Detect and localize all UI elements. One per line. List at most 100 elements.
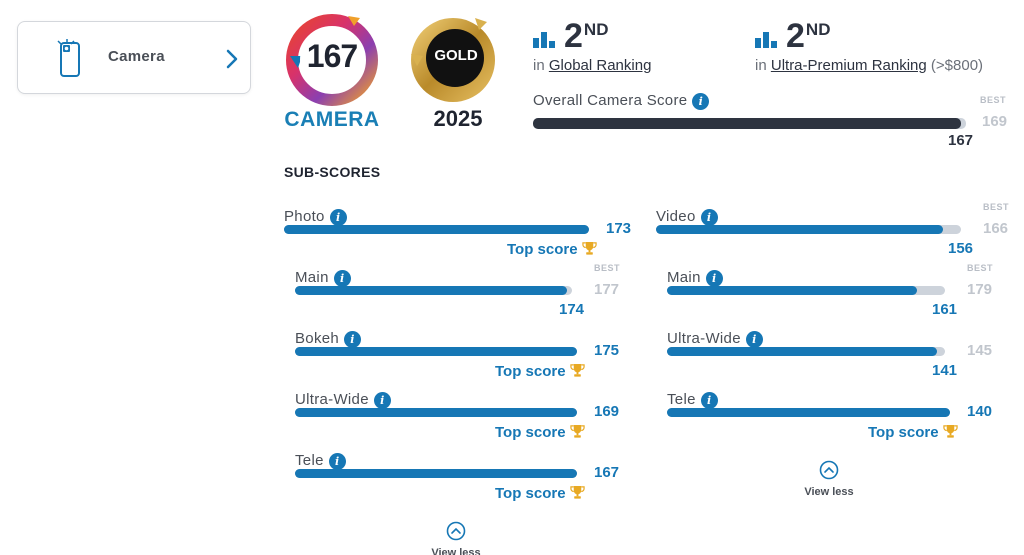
top-score-label: Top score <box>868 424 939 441</box>
gold-medal-icon <box>411 18 495 102</box>
global-rank-prefix: in <box>533 57 545 74</box>
photo-bokeh-bar-fill <box>295 347 577 356</box>
photo-tele-top-score: Top score <box>495 485 585 502</box>
video-main-best-value: 179 <box>967 281 993 298</box>
overall-best-value: 169 <box>982 113 1008 130</box>
premium-rank-number: 2 <box>786 17 805 55</box>
global-rank-subtitle: in Global Ranking <box>533 57 651 74</box>
video-tele-label: Tele i <box>667 391 718 409</box>
premium-rank-suffix: ND <box>805 20 831 39</box>
premium-rank-prefix: in <box>755 57 767 74</box>
chevron-up-circle-icon <box>446 521 466 541</box>
photo-top-score: Top score <box>507 241 597 258</box>
sub-scores-title: SUB-SCORES <box>284 164 381 180</box>
overall-score-label: Overall Camera Score i <box>533 92 710 110</box>
medal-year: 2025 <box>433 106 483 131</box>
video-best-label: BEST <box>983 202 1010 212</box>
video-ultra-wide-label-text: Ultra-Wide <box>667 330 741 347</box>
info-icon[interactable]: i <box>333 269 351 287</box>
photo-ultra-wide-label: Ultra-Wide i <box>295 391 391 409</box>
badge-score: 167 <box>306 38 358 74</box>
video-main-best-label: BEST <box>967 263 994 273</box>
photo-bokeh-label-text: Bokeh <box>295 330 340 347</box>
top-score-label: Top score <box>495 424 566 441</box>
photo-main-best-label: BEST <box>594 263 621 273</box>
video-main-bar <box>667 286 945 295</box>
video-ultra-wide-bar-fill <box>667 347 938 356</box>
info-icon[interactable]: i <box>745 330 763 348</box>
overall-best-label: BEST <box>980 95 1007 105</box>
top-score-label: Top score <box>507 241 578 258</box>
photo-ultra-wide-bar-fill <box>295 408 577 417</box>
premium-ranking: 2 ND in Ultra-Premium Ranking (>$800) <box>755 18 983 74</box>
photo-ultra-wide-value: 169 <box>594 403 620 420</box>
trophy-icon <box>569 424 585 438</box>
video-main-bar-fill <box>667 286 918 295</box>
chevron-up-circle-icon <box>819 460 839 480</box>
premium-rank-note: (>$800) <box>930 57 984 74</box>
photo-main-label-text: Main <box>295 269 329 286</box>
info-icon[interactable]: i <box>700 208 718 226</box>
category-card-camera[interactable]: Camera <box>17 21 251 94</box>
trophy-icon <box>942 424 958 438</box>
photo-main-value: 174 <box>559 301 585 318</box>
info-icon[interactable]: i <box>344 330 362 348</box>
video-label: Video i <box>656 208 718 226</box>
chevron-right-icon <box>226 49 238 69</box>
global-rank-number: 2 <box>564 17 583 55</box>
premium-ranking-link[interactable]: Ultra-Premium Ranking <box>770 57 927 74</box>
video-main-label-text: Main <box>667 269 701 286</box>
video-ultra-wide-bar <box>667 347 945 356</box>
trophy-icon <box>581 241 597 255</box>
video-main-value: 161 <box>932 301 958 318</box>
photo-main-bar <box>295 286 572 295</box>
photo-tele-bar <box>295 469 577 478</box>
info-icon[interactable]: i <box>373 391 391 409</box>
photo-view-less-button[interactable]: View less <box>421 521 491 555</box>
photo-ultra-wide-bar <box>295 408 577 417</box>
photo-main-best-value: 177 <box>594 281 620 298</box>
video-ultra-wide-label: Ultra-Wide i <box>667 330 763 348</box>
medal-label: GOLD <box>434 47 478 64</box>
global-ranking-link[interactable]: Global Ranking <box>548 57 652 74</box>
photo-tele-value: 167 <box>594 464 620 481</box>
overall-score-value: 167 <box>948 132 974 149</box>
ranking-bars-icon <box>533 32 555 48</box>
photo-bar-fill <box>284 225 589 234</box>
video-tele-top-score: Top score <box>868 424 958 441</box>
photo-bokeh-label: Bokeh i <box>295 330 362 348</box>
premium-rank-subtitle: in Ultra-Premium Ranking (>$800) <box>755 57 983 74</box>
photo-tele-bar-fill <box>295 469 577 478</box>
photo-bokeh-top-score: Top score <box>495 363 585 380</box>
video-main-label: Main i <box>667 269 723 287</box>
top-score-label: Top score <box>495 485 566 502</box>
info-icon[interactable]: i <box>705 269 723 287</box>
video-ultra-wide-best-value: 145 <box>967 342 993 359</box>
overall-score-fill <box>533 118 961 129</box>
trophy-icon <box>569 363 585 377</box>
ranking-bars-icon <box>755 32 777 48</box>
photo-tele-label: Tele i <box>295 452 346 470</box>
video-tele-bar <box>667 408 950 417</box>
info-icon[interactable]: i <box>328 452 346 470</box>
info-icon[interactable]: i <box>329 208 347 226</box>
camera-score-badge-icon <box>286 14 378 106</box>
photo-tele-label-text: Tele <box>295 452 324 469</box>
info-icon[interactable]: i <box>700 391 718 409</box>
info-icon[interactable]: i <box>692 92 710 110</box>
view-less-label: View less <box>804 486 854 498</box>
video-bar <box>656 225 961 234</box>
video-ultra-wide-value: 141 <box>932 362 958 379</box>
photo-bar <box>284 225 589 234</box>
video-bar-fill <box>656 225 943 234</box>
photo-bokeh-value: 175 <box>594 342 620 359</box>
photo-value: 173 <box>606 220 632 237</box>
video-view-less-button[interactable]: View less <box>794 460 864 498</box>
view-less-label: View less <box>431 547 481 555</box>
trophy-icon <box>569 485 585 499</box>
photo-main-label: Main i <box>295 269 351 287</box>
photo-label: Photo i <box>284 208 347 226</box>
top-score-label: Top score <box>495 363 566 380</box>
badge-category: CAMERA <box>284 108 380 131</box>
global-rank-suffix: ND <box>583 20 609 39</box>
